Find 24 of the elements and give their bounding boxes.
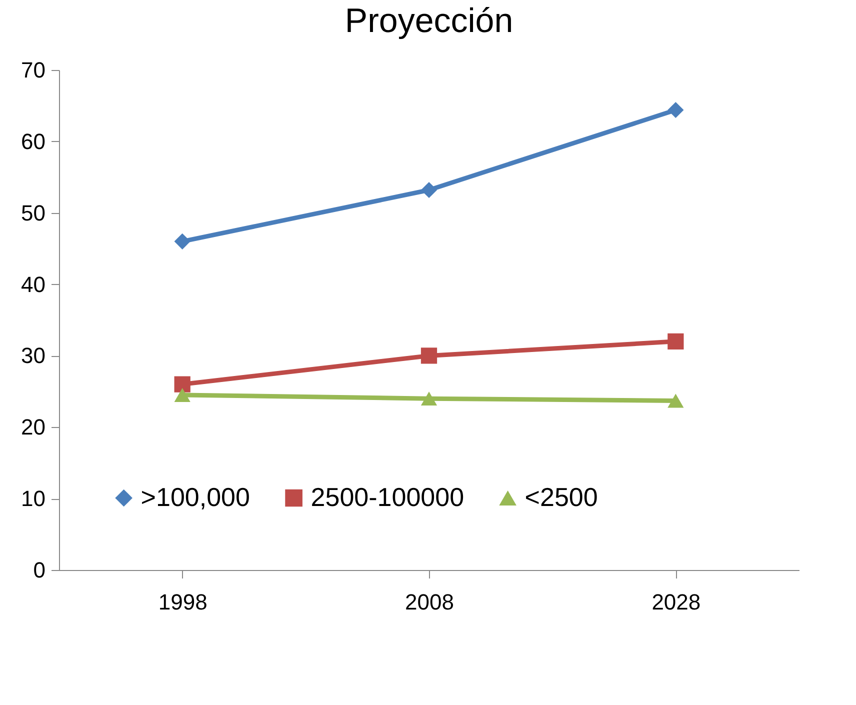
x-tick-label: 2028 xyxy=(652,590,701,614)
point xyxy=(668,394,684,408)
point xyxy=(420,348,438,364)
point xyxy=(668,333,684,350)
y-tick-label: 20 xyxy=(21,414,46,440)
y-tick-label: 10 xyxy=(21,486,46,512)
x-tick-label: 1998 xyxy=(158,590,208,614)
point xyxy=(174,388,190,402)
point xyxy=(174,376,190,392)
x-tick-label: 2008 xyxy=(405,590,454,614)
y-tick-label: 0 xyxy=(33,558,46,582)
point xyxy=(420,182,438,198)
y-tick-label: 60 xyxy=(21,128,46,154)
y-tick-label: 50 xyxy=(21,200,46,226)
point xyxy=(174,233,190,250)
y-tick-label: 30 xyxy=(21,343,46,368)
legend-label: <2500 xyxy=(524,482,598,512)
legend-label: 2500-100000 xyxy=(310,482,464,512)
chart-title: Proyección xyxy=(344,2,514,40)
legend-label: >100,000 xyxy=(140,482,250,512)
point xyxy=(420,392,438,406)
point xyxy=(668,102,684,118)
y-tick-label: 40 xyxy=(21,272,46,297)
y-tick-label: 70 xyxy=(21,58,46,82)
